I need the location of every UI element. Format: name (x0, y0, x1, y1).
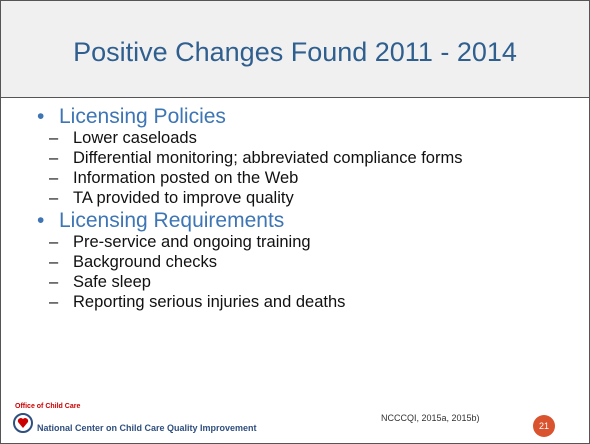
footer: Office of Child Care National Center on … (1, 401, 589, 441)
bullet-item: Information posted on the Web (37, 169, 577, 187)
logo-top: Office of Child Care (15, 403, 81, 410)
logo-name: National Center on Child Care Quality Im… (37, 423, 257, 433)
section-heading: Licensing Requirements (37, 209, 577, 232)
header: Positive Changes Found 2011 - 2014 (1, 1, 589, 98)
citation: NCCCQI, 2015a, 2015b) (381, 413, 480, 423)
logo (13, 413, 33, 433)
page-number: 21 (533, 415, 555, 437)
title: Positive Changes Found 2011 - 2014 (73, 37, 517, 67)
bullet-item: Safe sleep (37, 273, 577, 291)
content: Licensing PoliciesLower caseloads Differe… (37, 105, 577, 313)
bullet-item: Pre-service and ongoing training (37, 233, 577, 251)
bullet-item: TA provided to improve quality (37, 189, 577, 207)
bullet-item: Differential monitoring; abbreviated com… (37, 149, 577, 167)
bullet-item: Reporting serious injuries and deaths (37, 293, 577, 311)
bullet-item: Lower caseloads (37, 129, 577, 147)
section-heading: Licensing Policies (37, 105, 577, 128)
bullet-item: Background checks (37, 253, 577, 271)
